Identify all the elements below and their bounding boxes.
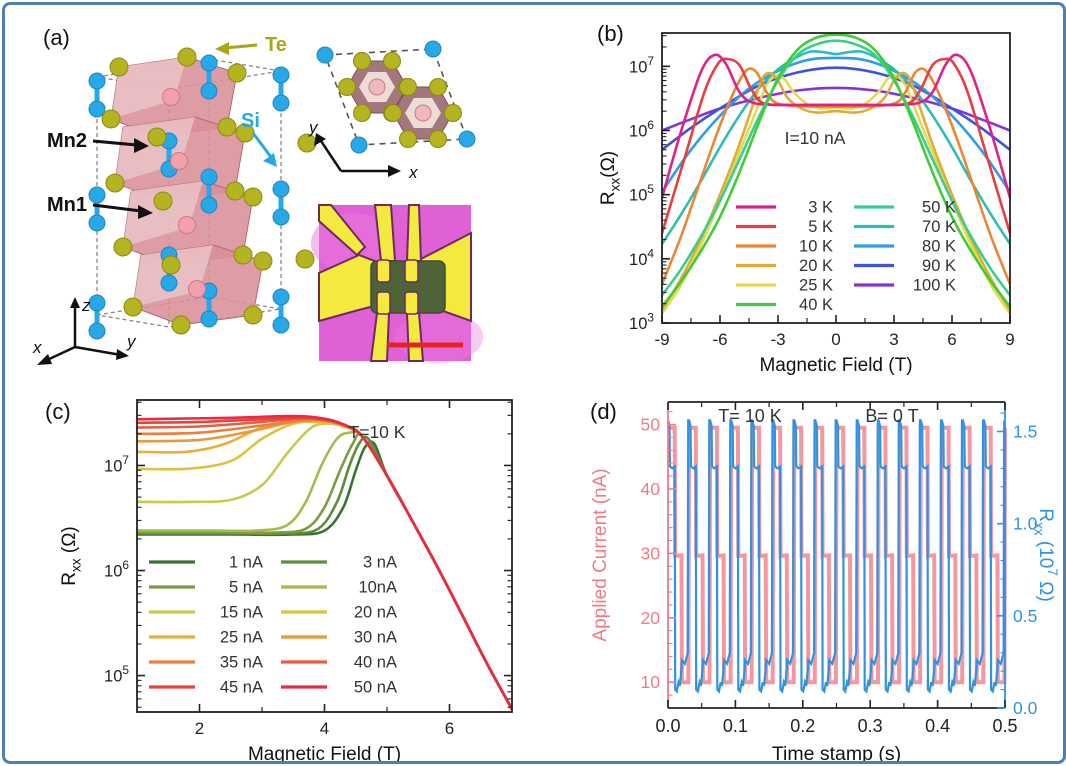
svg-text:B= 0 T: B= 0 T [865,406,918,426]
svg-text:3: 3 [889,330,898,349]
svg-text:20 K: 20 K [799,257,833,275]
svg-text:3 K: 3 K [808,199,833,217]
svg-text:30 nA: 30 nA [354,629,397,647]
svg-text:-9: -9 [654,330,669,349]
svg-text:90 K: 90 K [922,257,956,275]
svg-text:I=10 nA: I=10 nA [785,128,846,148]
panel-b-label: (b) [597,21,624,46]
svg-text:50 K: 50 K [922,199,956,217]
svg-text:9: 9 [1005,330,1014,349]
svg-text:0.1: 0.1 [723,716,748,736]
top-view-te-atoms [338,52,462,148]
svg-text:106: 106 [629,118,654,140]
panel-a-label: (a) [43,25,70,50]
svg-text:1 nA: 1 nA [229,554,263,572]
rxx-vs-field-temperature-chart: -9 -6 -3 0 3 6 9 103 104 105 106 107 Magnetic Field … [598,32,1015,376]
svg-text:45 nA: 45 nA [220,679,263,697]
svg-text:80 K: 80 K [922,238,956,256]
svg-text:3 nA: 3 nA [363,554,397,572]
svg-text:0.0: 0.0 [655,716,680,736]
svg-text:40: 40 [641,479,661,499]
svg-text:0: 0 [831,330,840,349]
svg-text:105: 105 [104,663,129,685]
top-view-axes: x y [308,118,418,182]
svg-text:Applied Current (nA): Applied Current (nA) [590,468,611,641]
rxx-vs-field-current-chart: 2 4 6 105 106 107 Magnetic Field (T) Rxx (Ω) T=1… [59,399,513,762]
svg-text:20 nA: 20 nA [354,604,397,622]
mn1-label: Mn1 [47,194,87,216]
svg-text:Magnetic Field (T): Magnetic Field (T) [759,355,912,376]
svg-text:100 K: 100 K [913,277,956,295]
te-label: Te [265,34,287,56]
svg-text:40 K: 40 K [799,296,833,314]
svg-text:40 nA: 40 nA [354,654,397,672]
svg-text:50: 50 [641,415,661,435]
svg-text:25 K: 25 K [799,277,833,295]
svg-text:10 K: 10 K [799,238,833,256]
panel-d-label: (d) [590,399,617,424]
svg-text:103: 103 [629,311,654,333]
mn2-label: Mn2 [47,130,87,152]
svg-text:T= 10 K: T= 10 K [718,406,782,426]
svg-text:2: 2 [195,719,204,738]
y2-axis-label: y [308,118,319,137]
svg-text:5 K: 5 K [808,218,833,236]
sample-flake [370,259,446,315]
svg-text:6: 6 [947,330,956,349]
svg-text:Rxx (107 Ω): Rxx (107 Ω) [1031,508,1060,602]
te-atoms [101,47,317,335]
te-label-group: Te [215,34,287,56]
svg-text:0.5: 0.5 [1013,606,1037,626]
crystal-structure-panel: Te Si Mn2 Mn1 z x y [32,34,483,365]
svg-text:Time stamp (s): Time stamp (s) [772,743,901,762]
svg-text:-3: -3 [770,330,785,349]
top-view-mn-atoms [368,78,432,122]
y-axis-label: y [126,332,137,351]
si-label-group: Si [241,110,277,167]
svg-text:4: 4 [320,719,329,738]
panel-c-label: (c) [45,399,71,424]
x-axis-label: x [32,338,42,357]
top-view-si-atoms [316,40,476,154]
svg-text:15 nA: 15 nA [220,604,263,622]
svg-text:0.3: 0.3 [858,716,883,736]
mn-atoms [162,88,206,298]
svg-text:Rxx(Ω): Rxx(Ω) [598,151,623,205]
svg-text:25 nA: 25 nA [220,629,263,647]
top-view-inset: x y [308,40,476,182]
svg-text:20: 20 [641,608,661,628]
svg-text:0.4: 0.4 [925,716,950,736]
svg-text:10: 10 [641,672,661,692]
x2-axis-label: x [408,163,418,182]
si-label: Si [241,110,260,132]
svg-text:105: 105 [629,182,654,204]
svg-text:6: 6 [445,719,454,738]
svg-text:T=10 K: T=10 K [349,422,406,442]
svg-text:70 K: 70 K [922,218,956,236]
svg-text:-6: -6 [712,330,727,349]
svg-text:30: 30 [641,543,661,563]
mn1-label-group: Mn1 [47,194,153,219]
svg-text:Rxx (Ω): Rxx (Ω) [59,526,84,586]
current-switching-time-series-chart: 0.0 0.1 0.2 0.3 0.4 0.510203040500.00.51.01.5… [590,401,1060,762]
svg-text:50 nA: 50 nA [354,679,397,697]
svg-text:35 nA: 35 nA [220,654,263,672]
svg-text:5 nA: 5 nA [229,579,263,597]
svg-text:0.2: 0.2 [790,716,815,736]
svg-text:Magnetic Field (T): Magnetic Field (T) [248,744,401,762]
svg-text:1.5: 1.5 [1013,421,1037,441]
device-micrograph [311,204,483,363]
svg-text:0.0: 0.0 [1013,698,1038,718]
mn2-label-group: Mn2 [47,130,149,153]
svg-text:107: 107 [629,54,654,76]
svg-text:1.0: 1.0 [1013,514,1038,534]
svg-text:10nA: 10nA [358,579,397,597]
xyz-axes: z x y [32,296,137,365]
svg-text:104: 104 [629,246,654,268]
svg-text:0.5: 0.5 [992,716,1017,736]
svg-text:106: 106 [104,558,129,580]
svg-text:107: 107 [104,453,129,475]
z-axis-label: z [81,296,91,315]
